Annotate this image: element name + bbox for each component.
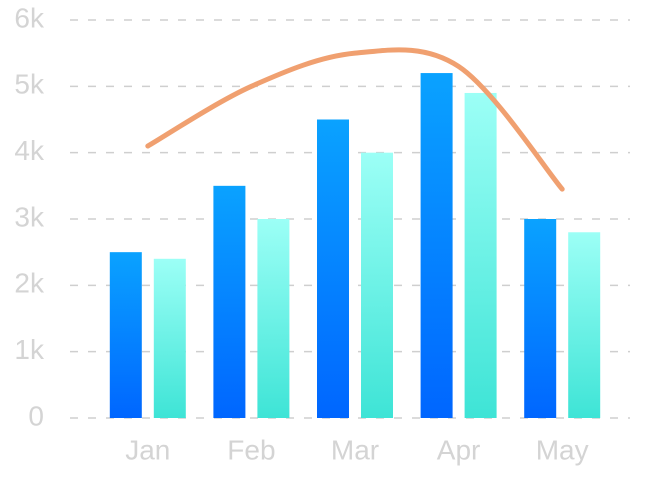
bar: [317, 119, 349, 418]
line: [145, 47, 565, 192]
bar: [464, 92, 497, 418]
bar: [109, 252, 142, 418]
y-tick-label: 1k: [14, 334, 45, 365]
bar: [361, 152, 393, 418]
y-tick-label: 2k: [14, 268, 45, 299]
bar: [568, 232, 601, 418]
bar: [524, 219, 557, 418]
x-tick-label: May: [536, 434, 589, 465]
y-tick-label: 0: [28, 400, 44, 431]
x-tick-label: Apr: [437, 434, 481, 465]
y-tick-label: 5k: [14, 69, 45, 100]
bar: [257, 219, 290, 418]
y-tick-label: 6k: [14, 2, 45, 33]
y-tick-label: 4k: [14, 135, 45, 166]
x-tick-label: Feb: [227, 434, 275, 465]
y-tick-label: 3k: [14, 201, 45, 232]
bar: [153, 258, 186, 418]
x-tick-label: Mar: [331, 434, 379, 465]
x-tick-label: Jan: [125, 434, 170, 465]
bar: [420, 73, 453, 419]
bar: [213, 185, 246, 418]
